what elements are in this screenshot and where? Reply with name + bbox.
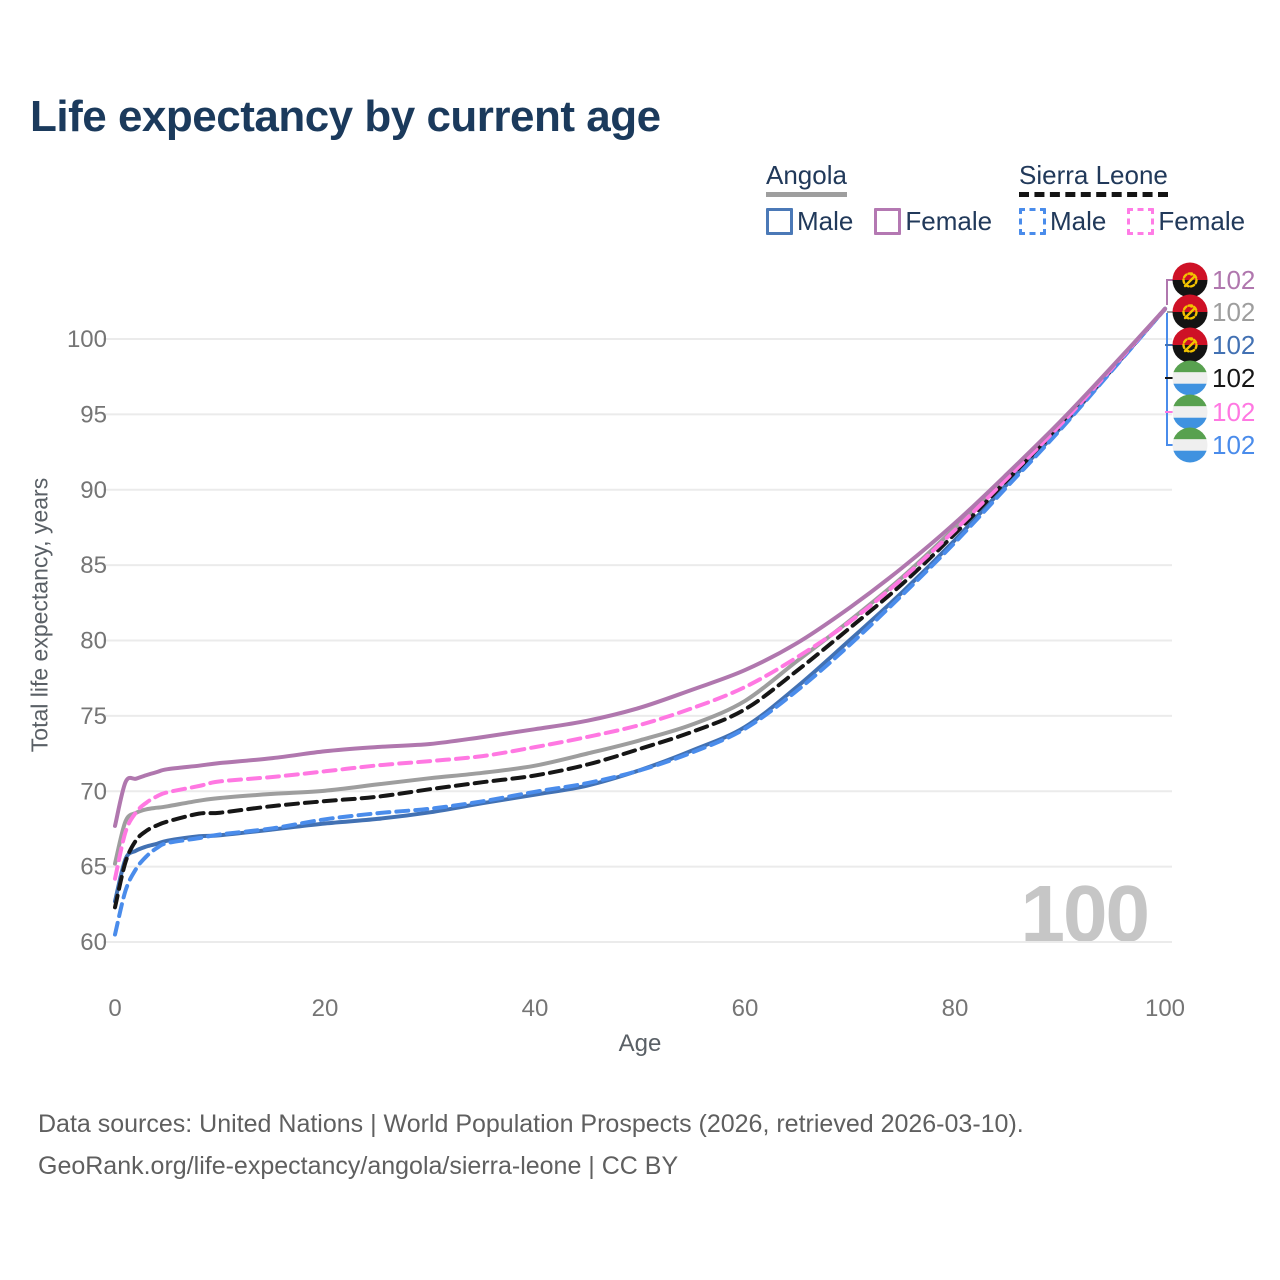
x-tick-label: 100 [1145,995,1185,1022]
page-title: Life expectancy by current age [30,92,661,141]
age-watermark: 100 [1020,869,1150,958]
x-tick-label: 40 [522,995,549,1022]
flag-sierra-leone-icon [1172,427,1208,463]
series-line-sierra-leone-male [113,306,1167,937]
series-line-sierra-leone-female [113,306,1167,881]
legend-checkbox-angola-male[interactable] [766,207,793,235]
x-tick-label: 80 [942,995,969,1022]
legend-label-angola-male: Male [797,205,854,236]
y-tick-label: 90 [80,477,107,504]
gridlines [103,338,1172,943]
end-value-label: 102 [1212,430,1255,460]
series-line-angola-female [113,306,1167,828]
y-tick-label: 85 [80,552,107,579]
series-line-sierra-leone-total [113,306,1167,910]
flag-angola-icon [1172,294,1208,330]
flag-sierra-leone-icon [1172,394,1208,430]
legend-label-angola-female: Female [905,205,993,236]
series-lines [113,306,1167,937]
legend-group-sierra-leone: Sierra Leone Male Female [1019,161,1245,237]
legend-checkbox-angola-female[interactable] [874,207,902,235]
y-tick-label: 60 [80,929,107,956]
flag-angola-icon [1172,262,1208,298]
y-tick-label: 65 [80,854,107,881]
axis-tick-labels: 60 65 70 75 80 85 90 95 100 0 20 40 60 80 100 [67,326,1185,1022]
series-line-angola-total [113,306,1167,866]
legend-group-angola: Angola Male Female [766,161,992,237]
flag-angola-icon [1172,327,1208,363]
y-tick-label: 80 [80,628,107,655]
x-axis-title: Age [618,1030,662,1057]
end-value-label: 102 [1212,297,1255,327]
legend-country-angola[interactable]: Angola [766,161,847,197]
footer-data-sources: Data sources: United Nations | World Pop… [38,1110,1024,1138]
x-tick-label: 20 [312,995,339,1022]
legend-checkbox-sierra-leone-male[interactable] [1019,207,1046,235]
legend-row-angola: Male Female [766,206,992,237]
y-axis-title: Total life expectancy, years [26,477,53,753]
x-tick-label: 0 [108,995,121,1022]
end-label-callouts [1165,279,1174,446]
x-tick-label: 60 [732,995,759,1022]
footer-attribution-link[interactable]: GeoRank.org/life-expectancy/angola/sierr… [38,1152,679,1180]
end-value-label: 102 [1212,397,1255,427]
y-tick-label: 70 [80,778,107,805]
legend-row-sierra-leone: Male Female [1019,206,1245,237]
legend-label-sierra-leone-male: Male [1050,205,1107,236]
y-tick-label: 100 [67,326,107,353]
flag-sierra-leone-icon [1172,360,1208,396]
end-value-label: 102 [1212,363,1255,393]
legend-country-sierra-leone[interactable]: Sierra Leone [1019,161,1168,197]
legend-checkbox-sierra-leone-female[interactable] [1127,207,1155,235]
end-value-label: 102 [1212,265,1255,295]
series-line-angola-male [113,306,1167,904]
end-value-label: 102 [1212,330,1255,360]
y-tick-label: 75 [80,703,107,730]
y-tick-label: 95 [80,401,107,428]
legend-label-sierra-leone-female: Female [1158,205,1246,236]
